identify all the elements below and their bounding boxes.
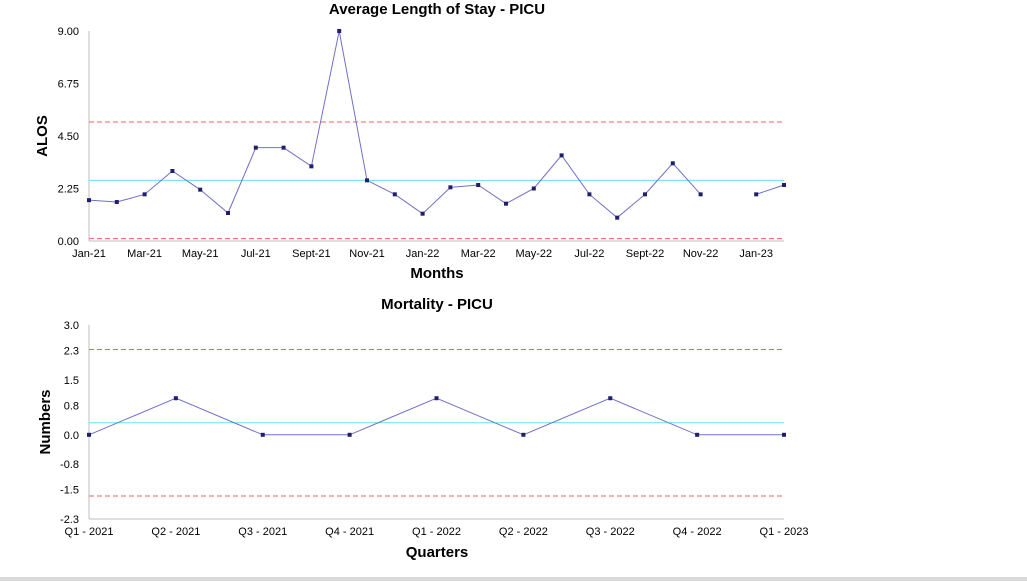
- y-tick-label: 0.0: [64, 430, 79, 442]
- x-tick-label: Q1 - 2023: [760, 526, 809, 538]
- alos-markers: [87, 29, 786, 220]
- y-tick-label: 2.3: [64, 346, 79, 358]
- x-tick-label: May-21: [182, 248, 219, 260]
- x-tick-label: Q4 - 2022: [673, 526, 722, 538]
- data-point: [87, 432, 91, 437]
- x-tick-label: Q2 - 2021: [151, 526, 200, 538]
- x-tick-label: Jul-22: [574, 248, 604, 260]
- data-point: [521, 432, 526, 437]
- data-point: [608, 396, 613, 401]
- alos-x-axis-title: Months: [410, 265, 463, 282]
- y-tick-label: 0.8: [64, 401, 79, 413]
- x-tick-label: Mar-22: [461, 248, 496, 260]
- x-tick-label: Nov-22: [683, 248, 718, 260]
- bottom-divider: [0, 577, 1027, 581]
- x-tick-label: Jan-23: [739, 248, 773, 260]
- data-point: [448, 185, 453, 190]
- x-tick-label: Q1 - 2022: [412, 526, 461, 538]
- data-point: [253, 145, 258, 150]
- alos-chart-title: Average Length of Stay - PICU: [329, 1, 545, 18]
- alos-y-tick-labels: 0.00 2.25 4.50 6.75 9.00: [58, 26, 79, 248]
- mortality-chart: Mortality - PICU -2.3 -1.5 -0.8 0.0 0.8 1.5 2.…: [37, 296, 808, 561]
- data-point: [142, 192, 147, 197]
- series-line: [88, 397, 784, 436]
- y-tick-label: -0.8: [60, 459, 79, 471]
- x-tick-label: Q3 - 2021: [238, 526, 287, 538]
- y-tick-label: 0.00: [58, 236, 79, 248]
- data-point: [782, 183, 786, 187]
- y-tick-label: 6.75: [58, 79, 79, 91]
- data-point: [695, 432, 700, 437]
- data-point: [87, 198, 91, 203]
- data-point: [114, 200, 119, 205]
- x-tick-label: Nov-21: [349, 248, 384, 260]
- data-point: [260, 432, 265, 437]
- y-tick-label: 4.50: [58, 131, 79, 143]
- data-point: [531, 186, 536, 191]
- x-tick-label: Sept-21: [292, 248, 331, 260]
- data-point: [434, 396, 439, 401]
- data-point: [226, 211, 230, 215]
- data-point: [698, 192, 703, 197]
- x-tick-label: Jan-21: [72, 248, 106, 260]
- mortality-x-axis-title: Quarters: [406, 544, 469, 561]
- data-point: [309, 164, 314, 169]
- x-tick-label: Q2 - 2022: [499, 526, 548, 538]
- data-point: [173, 396, 178, 401]
- y-tick-label: 1.5: [64, 375, 79, 387]
- x-tick-label: Jan-22: [406, 248, 440, 260]
- mortality-y-tick-labels: -2.3 -1.5 -0.8 0.0 0.8 1.5 2.3 3.0: [60, 320, 79, 526]
- x-tick-label: Q4 - 2021: [325, 526, 374, 538]
- series-line: [88, 30, 701, 219]
- data-point: [170, 169, 175, 173]
- y-tick-label: 9.00: [58, 26, 79, 38]
- data-point: [670, 161, 675, 166]
- y-tick-label: 2.25: [58, 184, 79, 196]
- mortality-y-axis-title: Numbers: [37, 389, 54, 454]
- mortality-x-tick-labels: Q1 - 2021 Q2 - 2021 Q3 - 2021 Q4 - 2021 Q1 -…: [65, 526, 809, 538]
- alos-y-axis-title: ALOS: [34, 115, 51, 157]
- data-point: [504, 201, 508, 206]
- data-point: [198, 187, 203, 192]
- mortality-series: [88, 397, 784, 436]
- data-point: [754, 192, 759, 197]
- x-tick-label: Mar-21: [127, 248, 162, 260]
- data-point: [420, 211, 425, 216]
- series-line: [756, 184, 785, 195]
- x-tick-label: Jul-21: [241, 248, 271, 260]
- y-tick-label: -1.5: [60, 485, 79, 497]
- alos-chart: Average Length of Stay - PICU 0.00 2.25 4.…: [34, 1, 786, 282]
- mortality-markers: [87, 396, 786, 437]
- data-point: [347, 432, 352, 437]
- data-point: [365, 178, 369, 183]
- y-tick-label: 3.0: [64, 320, 79, 332]
- data-point: [281, 145, 286, 150]
- data-point: [782, 432, 786, 437]
- x-tick-label: Q3 - 2022: [586, 526, 635, 538]
- data-point: [476, 183, 481, 187]
- alos-series: [88, 30, 785, 219]
- data-point: [587, 192, 592, 197]
- x-tick-label: Q1 - 2021: [65, 526, 114, 538]
- alos-x-tick-labels: Jan-21 Mar-21 May-21 Jul-21 Sept-21 Nov-21 Jan…: [72, 248, 773, 260]
- y-tick-label: -2.3: [60, 514, 79, 526]
- data-point: [337, 29, 342, 33]
- mortality-chart-title: Mortality - PICU: [381, 296, 493, 313]
- data-point: [643, 192, 647, 197]
- data-point: [392, 192, 397, 197]
- data-point: [559, 153, 564, 158]
- data-point: [615, 215, 620, 220]
- x-tick-label: Sept-22: [626, 248, 665, 260]
- x-tick-label: May-22: [515, 248, 552, 260]
